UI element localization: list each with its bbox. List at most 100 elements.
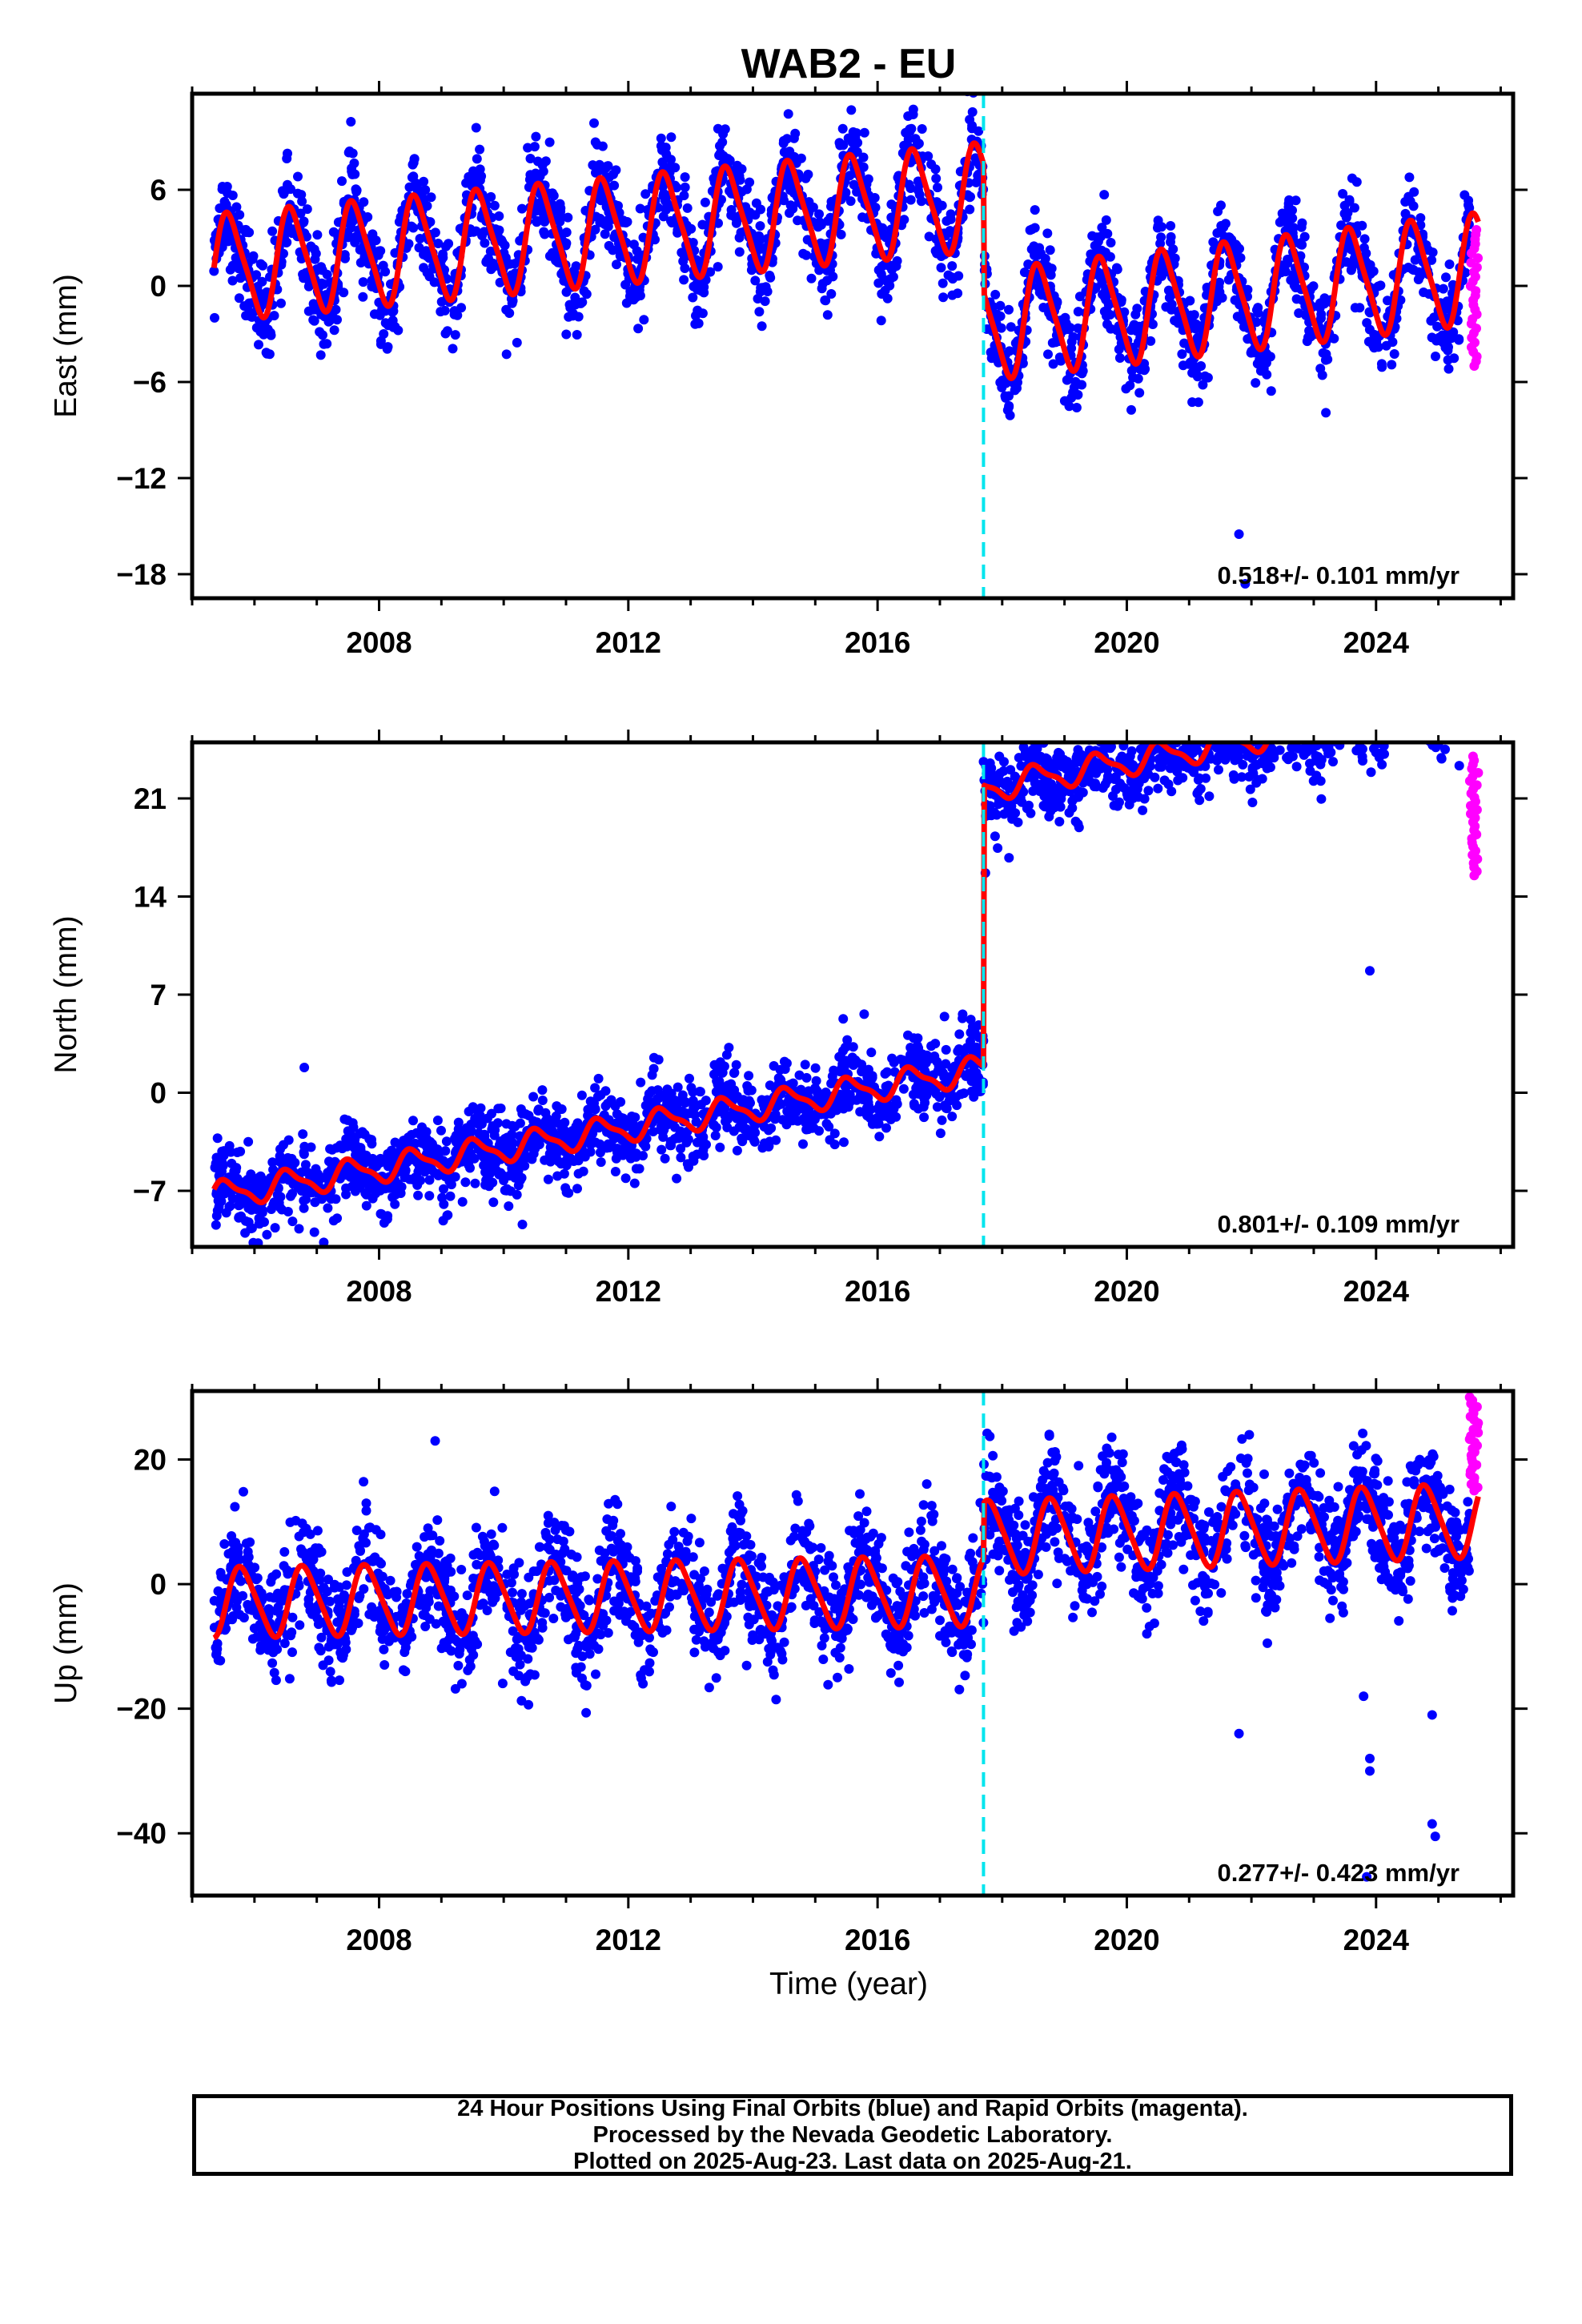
final-orbit-point xyxy=(1450,726,1460,736)
final-orbit-point xyxy=(302,204,312,215)
final-orbit-point xyxy=(1418,677,1427,686)
final-orbit-point xyxy=(468,227,479,237)
final-orbit-point xyxy=(347,163,357,174)
final-orbit-point xyxy=(1379,732,1389,742)
final-orbit-point xyxy=(1388,702,1398,712)
final-orbit-point xyxy=(1280,712,1290,722)
final-orbit-point xyxy=(235,210,245,220)
final-orbit-point xyxy=(839,1137,849,1148)
final-orbit-point xyxy=(775,1064,785,1075)
final-orbit-point xyxy=(299,1196,309,1206)
final-orbit-point xyxy=(508,296,518,306)
final-orbit-point xyxy=(1097,223,1107,233)
final-orbit-point xyxy=(1187,397,1198,408)
final-orbit-point xyxy=(1416,718,1426,727)
final-orbit-point xyxy=(1432,698,1442,708)
final-orbit-point xyxy=(1451,695,1460,705)
final-orbit-point xyxy=(1193,774,1203,785)
final-orbit-point xyxy=(1409,694,1419,704)
final-orbit-point xyxy=(1270,716,1279,726)
final-orbit-point xyxy=(863,1064,873,1075)
final-orbit-point xyxy=(710,1131,721,1140)
final-orbit-point xyxy=(382,344,392,354)
final-orbit-point xyxy=(576,1090,587,1100)
final-orbit-point xyxy=(1304,725,1314,734)
final-orbit-point xyxy=(666,155,676,165)
final-orbit-point xyxy=(424,1191,435,1201)
final-orbit-point xyxy=(1291,762,1302,772)
final-orbit-point xyxy=(950,1061,960,1072)
final-orbit-point xyxy=(678,256,689,267)
final-orbit-point xyxy=(552,1171,563,1181)
final-orbit-point xyxy=(319,339,329,349)
final-orbit-point xyxy=(748,1127,758,1136)
final-orbit-point xyxy=(1227,700,1236,710)
final-orbit-point xyxy=(600,1086,611,1096)
final-orbit-point xyxy=(754,235,765,246)
final-orbit-point xyxy=(612,259,621,270)
final-orbit-point xyxy=(673,1082,683,1092)
final-orbit-point xyxy=(1126,746,1137,756)
outlier-point xyxy=(1240,579,1251,589)
final-orbit-point xyxy=(387,1145,396,1156)
final-orbit-point xyxy=(1327,730,1336,740)
final-orbit-point xyxy=(311,303,321,313)
final-orbit-point xyxy=(563,212,573,223)
final-orbit-point xyxy=(1384,706,1394,715)
final-orbit-point xyxy=(1071,403,1082,412)
final-orbit-point xyxy=(294,1224,304,1234)
final-orbit-point xyxy=(413,1190,424,1200)
final-orbit-point xyxy=(1283,199,1294,209)
final-orbit-point xyxy=(1158,726,1168,735)
final-orbit-point xyxy=(255,259,266,269)
final-orbit-point xyxy=(419,176,429,187)
final-orbit-point xyxy=(1427,247,1438,258)
final-orbit-point xyxy=(1331,705,1340,714)
final-orbit-point xyxy=(1350,713,1359,722)
final-orbit-point xyxy=(309,1227,319,1237)
final-orbit-point xyxy=(1292,705,1302,714)
final-orbit-point xyxy=(1153,215,1163,226)
final-orbit-point xyxy=(1066,392,1077,403)
final-orbit-point xyxy=(1422,678,1431,688)
final-orbit-point xyxy=(476,1103,486,1113)
final-orbit-point xyxy=(738,1112,749,1123)
final-orbit-point xyxy=(1092,714,1102,724)
final-orbit-point xyxy=(1259,721,1268,730)
final-orbit-point xyxy=(361,1200,371,1211)
final-orbit-point xyxy=(908,110,918,119)
x-tick-label: 2008 xyxy=(346,626,412,659)
final-orbit-point xyxy=(597,141,608,151)
final-orbit-point xyxy=(1170,704,1180,714)
final-orbit-point xyxy=(531,131,541,142)
final-orbit-point xyxy=(1323,732,1332,742)
final-orbit-point xyxy=(761,282,771,292)
final-orbit-point xyxy=(1317,705,1327,714)
final-orbit-point xyxy=(653,1093,664,1104)
final-orbit-point xyxy=(407,1130,416,1140)
final-orbit-point xyxy=(212,1133,223,1144)
final-orbit-point xyxy=(1207,728,1216,738)
final-orbit-point xyxy=(1362,708,1371,718)
final-orbit-point xyxy=(210,312,219,323)
final-orbit-point xyxy=(1369,343,1379,353)
final-orbit-point xyxy=(286,1191,295,1201)
final-orbit-point xyxy=(616,1097,626,1107)
final-orbit-point xyxy=(936,263,946,273)
final-orbit-point xyxy=(267,226,278,236)
final-orbit-point xyxy=(1370,726,1379,735)
final-orbit-point xyxy=(1364,722,1374,731)
final-orbit-point xyxy=(408,171,419,182)
final-orbit-point xyxy=(686,223,697,234)
final-orbit-point xyxy=(1048,359,1058,369)
final-orbit-point xyxy=(1114,353,1125,363)
final-orbit-point xyxy=(886,212,897,223)
final-orbit-point xyxy=(794,1070,805,1080)
final-orbit-point xyxy=(1126,325,1136,336)
final-orbit-point xyxy=(1321,722,1331,732)
final-orbit-point xyxy=(283,1207,293,1216)
final-orbit-point xyxy=(967,107,978,117)
final-orbit-point xyxy=(1301,714,1311,724)
final-orbit-point xyxy=(1004,853,1014,863)
final-orbit-point xyxy=(881,1123,891,1133)
